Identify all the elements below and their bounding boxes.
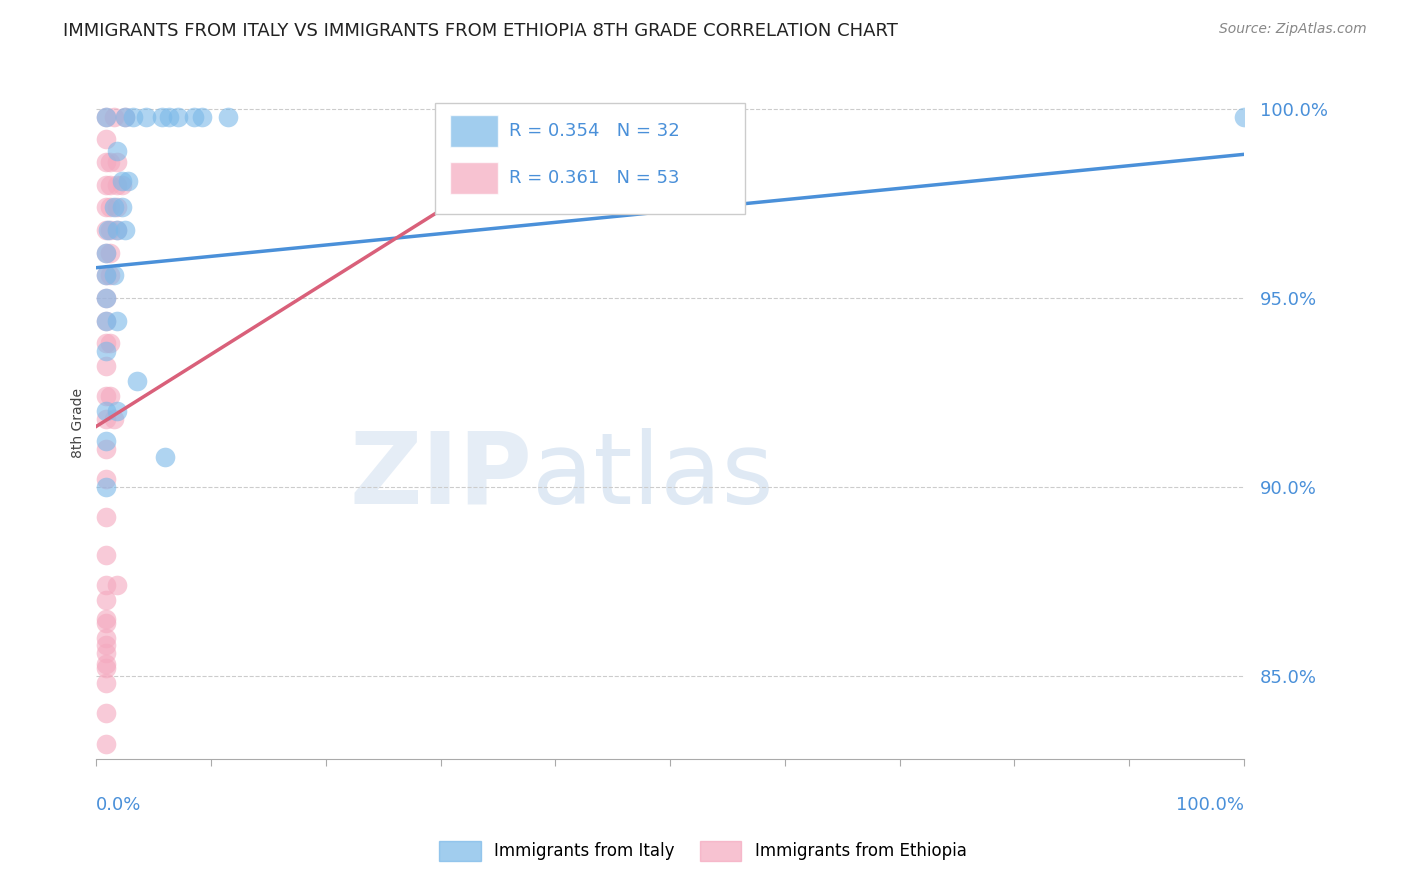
- Text: R = 0.354   N = 32: R = 0.354 N = 32: [509, 121, 681, 140]
- Point: [103, 412, 125, 426]
- FancyBboxPatch shape: [450, 161, 498, 194]
- Point: [94, 268, 117, 283]
- Point: [98, 155, 121, 169]
- Point: [94, 389, 117, 403]
- Point: [98, 223, 121, 237]
- Text: 0.0%: 0.0%: [97, 796, 142, 814]
- Point: [94, 612, 117, 626]
- Point: [94, 442, 117, 456]
- Point: [103, 110, 125, 124]
- Y-axis label: 8th Grade: 8th Grade: [72, 387, 86, 458]
- Point: [94, 343, 117, 358]
- FancyBboxPatch shape: [434, 103, 745, 214]
- Point: [105, 144, 128, 158]
- Point: [1233, 110, 1256, 124]
- Point: [94, 510, 117, 524]
- Point: [94, 245, 117, 260]
- Point: [94, 661, 117, 675]
- Point: [98, 268, 121, 283]
- Point: [94, 548, 117, 562]
- Point: [94, 200, 117, 214]
- Point: [94, 291, 117, 305]
- Point: [94, 359, 117, 373]
- Point: [125, 374, 148, 388]
- Point: [94, 472, 117, 486]
- Point: [105, 155, 128, 169]
- Point: [94, 676, 117, 690]
- Legend: Immigrants from Italy, Immigrants from Ethiopia: Immigrants from Italy, Immigrants from E…: [433, 834, 973, 868]
- Point: [94, 178, 117, 192]
- Point: [103, 268, 125, 283]
- Point: [217, 110, 239, 124]
- Point: [509, 110, 531, 124]
- Point: [122, 110, 145, 124]
- Point: [98, 336, 121, 351]
- Point: [94, 268, 117, 283]
- Point: [98, 245, 121, 260]
- Point: [110, 178, 132, 192]
- Point: [191, 110, 214, 124]
- Point: [94, 657, 117, 672]
- FancyBboxPatch shape: [450, 114, 498, 147]
- Point: [94, 291, 117, 305]
- Text: atlas: atlas: [533, 428, 773, 524]
- Point: [486, 110, 509, 124]
- Point: [94, 223, 117, 237]
- Point: [105, 178, 128, 192]
- Point: [94, 615, 117, 630]
- Point: [98, 178, 121, 192]
- Point: [94, 412, 117, 426]
- Point: [94, 578, 117, 592]
- Point: [135, 110, 157, 124]
- Point: [157, 110, 180, 124]
- Point: [114, 110, 136, 124]
- Point: [183, 110, 205, 124]
- Point: [105, 223, 128, 237]
- Point: [98, 200, 121, 214]
- Point: [94, 593, 117, 607]
- Point: [94, 245, 117, 260]
- Point: [110, 200, 132, 214]
- Text: R = 0.361   N = 53: R = 0.361 N = 53: [509, 169, 681, 186]
- Point: [103, 200, 125, 214]
- Point: [105, 200, 128, 214]
- Point: [97, 223, 120, 237]
- Point: [94, 155, 117, 169]
- Point: [110, 174, 132, 188]
- Point: [94, 639, 117, 653]
- Point: [98, 389, 121, 403]
- Point: [105, 578, 128, 592]
- Point: [117, 174, 139, 188]
- Point: [153, 450, 176, 464]
- Point: [94, 336, 117, 351]
- Text: IMMIGRANTS FROM ITALY VS IMMIGRANTS FROM ETHIOPIA 8TH GRADE CORRELATION CHART: IMMIGRANTS FROM ITALY VS IMMIGRANTS FROM…: [63, 22, 898, 40]
- Point: [94, 110, 117, 124]
- Point: [94, 706, 117, 721]
- Point: [94, 434, 117, 449]
- Point: [94, 774, 117, 789]
- Point: [114, 223, 136, 237]
- Text: Source: ZipAtlas.com: Source: ZipAtlas.com: [1219, 22, 1367, 37]
- Text: ZIP: ZIP: [350, 428, 533, 524]
- Point: [94, 737, 117, 751]
- Point: [105, 404, 128, 418]
- Point: [150, 110, 173, 124]
- Point: [94, 631, 117, 645]
- Point: [94, 646, 117, 660]
- Point: [94, 313, 117, 327]
- Point: [94, 132, 117, 146]
- Text: 100.0%: 100.0%: [1175, 796, 1244, 814]
- Point: [94, 404, 117, 418]
- Point: [105, 313, 128, 327]
- Point: [94, 812, 117, 826]
- Point: [94, 313, 117, 327]
- Point: [94, 480, 117, 494]
- Point: [105, 223, 128, 237]
- Point: [166, 110, 188, 124]
- Point: [114, 110, 136, 124]
- Point: [94, 110, 117, 124]
